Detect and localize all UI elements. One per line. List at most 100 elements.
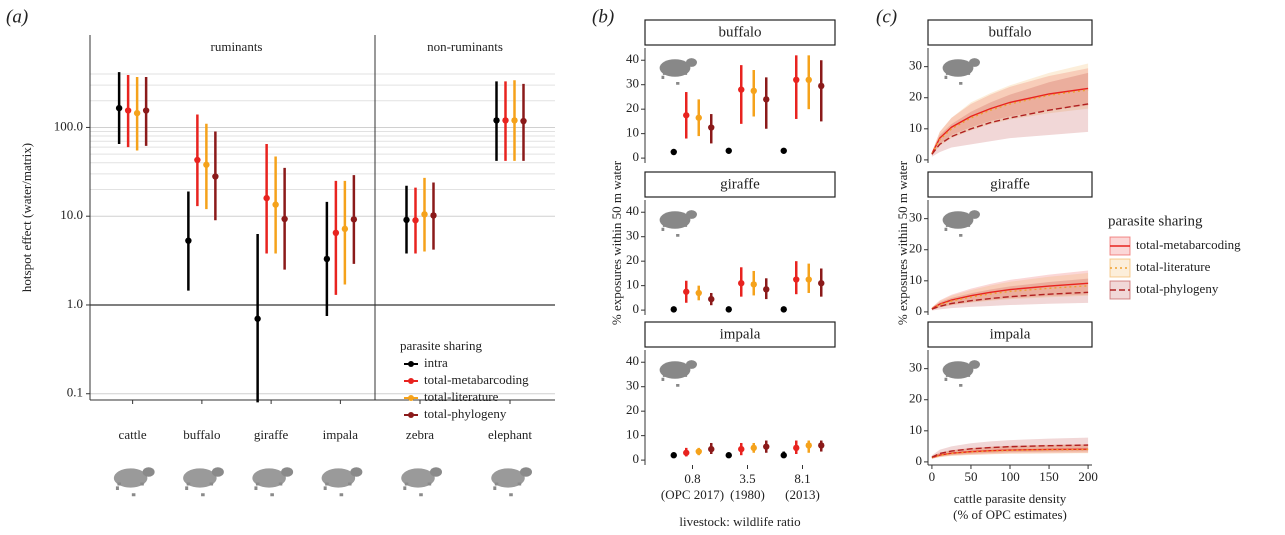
facet-strip <box>927 321 1093 348</box>
icon-legs <box>661 374 689 387</box>
point <box>493 117 500 124</box>
icon-legs <box>944 224 972 237</box>
icon-head <box>211 467 224 477</box>
x-tick-label: 0.8 <box>684 471 700 486</box>
x-axis-title: cattle parasite density <box>954 491 1067 506</box>
point <box>683 112 690 119</box>
point <box>818 442 825 449</box>
point <box>115 104 123 112</box>
icon-legs <box>944 374 972 387</box>
ribbon <box>931 437 1089 459</box>
point <box>818 82 825 90</box>
icon-body <box>942 361 974 379</box>
line <box>931 87 1089 154</box>
point <box>412 217 419 224</box>
point <box>511 117 518 124</box>
x-tick-label: elephant <box>488 427 532 442</box>
icon-head <box>281 467 294 477</box>
x-tick-label: 150 <box>1039 469 1059 484</box>
x-tick-label: 200 <box>1078 469 1098 484</box>
y-tick-label: 30 <box>626 228 639 243</box>
animal-icon <box>113 467 155 497</box>
legend-label: total-literature <box>1136 259 1211 274</box>
icon-body <box>321 468 356 488</box>
point <box>323 255 331 263</box>
icon-legs <box>661 72 689 85</box>
y-tick-label: 10 <box>626 125 639 140</box>
icon-head <box>350 467 363 477</box>
y-tick-label: 10 <box>626 277 639 292</box>
point <box>793 444 800 452</box>
y-tick-label: 1.0 <box>67 296 83 311</box>
animal-icon <box>942 210 980 237</box>
y-tick-label: 0 <box>916 151 923 166</box>
y-tick-label: 30 <box>626 378 639 393</box>
icon-legs <box>254 482 284 497</box>
y-tick-label: 10.0 <box>60 207 83 222</box>
y-tick-label: 20 <box>626 100 639 115</box>
line <box>931 448 1089 459</box>
y-tick-label: 30 <box>909 210 922 225</box>
legend-swatch <box>408 412 414 418</box>
point <box>780 147 787 154</box>
point <box>738 445 745 453</box>
icon-legs <box>185 482 215 497</box>
x-tick-label: 50 <box>964 469 977 484</box>
point <box>708 295 715 303</box>
icon-head <box>430 467 442 477</box>
icon-head <box>142 467 155 477</box>
icon-legs <box>403 482 433 497</box>
facet-strip <box>927 171 1093 198</box>
point <box>738 279 745 287</box>
y-tick-label: 40 <box>626 203 639 218</box>
legend-swatch <box>408 378 414 384</box>
point <box>805 276 812 283</box>
point <box>725 147 732 154</box>
x-tick-label: 8.1 <box>794 471 810 486</box>
point <box>763 96 770 103</box>
y-tick-label: 10 <box>909 272 922 287</box>
point <box>780 452 787 459</box>
ribbon <box>931 444 1089 459</box>
y-tick-label: 30 <box>909 58 922 73</box>
animal-icon <box>659 210 697 237</box>
legend-label: total-phylogeny <box>424 406 507 421</box>
y-tick-label: 0 <box>633 149 640 164</box>
facet-title: impala <box>720 326 761 342</box>
group-label: non-ruminants <box>427 39 503 54</box>
animal-icon <box>659 58 697 85</box>
point <box>738 86 745 93</box>
point <box>142 107 150 114</box>
x-tick-label: impala <box>323 427 359 442</box>
icon-head <box>686 360 697 369</box>
y-tick-label: 20 <box>626 402 639 417</box>
animal-icon <box>183 467 224 497</box>
legend-swatch <box>408 361 414 367</box>
icon-head <box>969 58 980 67</box>
y-tick-label: 20 <box>909 89 922 104</box>
point <box>212 173 219 180</box>
animal-icon <box>401 467 442 497</box>
animal-icon <box>659 360 697 387</box>
facet-strip <box>644 321 836 348</box>
point <box>750 87 757 95</box>
point <box>780 306 787 313</box>
point <box>763 443 770 450</box>
y-tick-label: 30 <box>909 360 922 375</box>
x-axis-title: livestock: wildlife ratio <box>679 514 800 529</box>
x-tick-label: 100 <box>1000 469 1020 484</box>
x-tick-label: cattle <box>119 427 147 442</box>
line <box>931 103 1089 155</box>
x-tick-label: buffalo <box>183 427 220 442</box>
icon-body <box>659 59 691 77</box>
point <box>708 445 715 453</box>
point <box>194 156 201 164</box>
point <box>793 276 800 283</box>
point <box>263 194 270 202</box>
point <box>430 212 437 219</box>
point <box>185 237 192 244</box>
x-tick-sublabel: (OPC 2017) <box>661 487 724 502</box>
